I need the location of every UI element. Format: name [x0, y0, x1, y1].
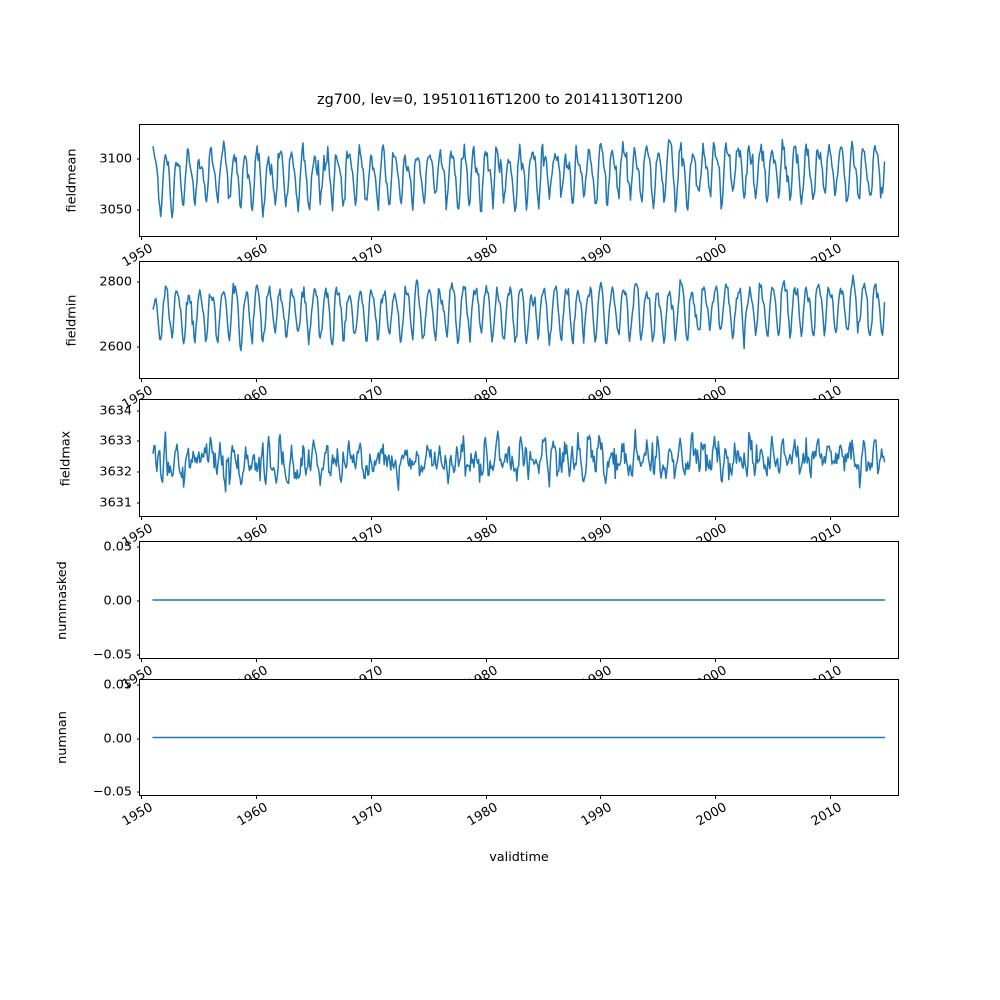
y-tick-label: 3633: [99, 433, 132, 449]
x-tick-label: 2010: [808, 800, 845, 830]
y-tick-label: 0.00: [103, 731, 133, 746]
y-tick-mark: [136, 600, 140, 602]
x-tick-mark: [600, 658, 602, 662]
x-tick-mark: [485, 236, 487, 240]
x-tick-mark: [255, 658, 257, 662]
x-tick-mark: [141, 378, 143, 382]
x-tick-mark: [255, 236, 257, 240]
y-tick-mark: [136, 471, 140, 473]
x-tick-mark: [255, 795, 257, 799]
y-tick-label: 3100: [99, 151, 132, 167]
x-tick-mark: [141, 236, 143, 240]
subplot-fieldmax: 3631 3632 3633 3634 1950 1960 1970 1980 1990 2000…: [99, 399, 899, 550]
y-tick-label: −0.05: [92, 784, 132, 800]
x-tick-mark: [485, 516, 487, 520]
x-tick-label: 1980: [464, 800, 501, 830]
x-tick-mark: [485, 658, 487, 662]
x-tick-mark: [829, 795, 831, 799]
x-tick-mark: [255, 378, 257, 382]
x-tick-mark: [715, 236, 717, 240]
y-tick-label: 3050: [99, 202, 132, 218]
y-tick-label: 0.05: [103, 539, 133, 555]
y-tick-mark: [136, 346, 140, 348]
x-tick-mark: [715, 378, 717, 382]
x-tick-mark: [715, 516, 717, 520]
subplot-numnan: −0.05 0.00 0.05 1950 1960 1970 1980 1990 2000 201…: [93, 678, 899, 829]
y-tick-mark: [136, 791, 140, 793]
x-tick-mark: [485, 378, 487, 382]
x-tick-mark: [715, 795, 717, 799]
x-tick-mark: [715, 658, 717, 662]
x-tick-mark: [370, 795, 372, 799]
y-tick-label: 2800: [99, 274, 132, 290]
y-tick-mark: [136, 684, 140, 686]
y-tick-mark: [136, 209, 140, 211]
plot-area-fieldmax: [152, 428, 886, 493]
y-axis-label-fieldmax: fieldmax: [58, 430, 74, 486]
subplot-fieldmin: 2600 2800 1950 1960 1970 1980 1990 2000 2010: [99, 261, 899, 412]
x-tick-mark: [141, 516, 143, 520]
y-tick-label: 0.05: [103, 677, 133, 693]
y-axis-label-nummasked: nummasked: [54, 560, 70, 640]
data-line-fieldmin: [152, 274, 886, 352]
x-tick-mark: [600, 795, 602, 799]
y-tick-label: 0.00: [103, 593, 133, 609]
x-tick-mark: [141, 658, 143, 662]
x-tick-mark: [600, 378, 602, 382]
x-tick-label: 1970: [349, 800, 386, 830]
subplot-fieldmean: 3050 3100 1950 1960 1970 1980 1990 2000 2010: [99, 124, 899, 270]
x-tick-mark: [485, 795, 487, 799]
plot-area-fieldmean: [152, 138, 886, 219]
x-tick-mark: [370, 658, 372, 662]
x-tick-mark: [370, 516, 372, 520]
x-tick-label: 1990: [579, 800, 615, 830]
data-line-fieldmean: [152, 138, 886, 219]
y-tick-mark: [136, 738, 140, 739]
x-tick-label: 2000: [693, 800, 730, 830]
y-axis-label-fieldmean: fieldmean: [64, 148, 80, 213]
y-tick-label: −0.05: [92, 647, 132, 663]
x-tick-mark: [829, 516, 831, 520]
data-line-fieldmax: [152, 428, 886, 493]
x-tick-label: 1950: [119, 800, 156, 830]
y-tick-mark: [136, 410, 140, 412]
y-tick-mark: [136, 158, 140, 160]
subplot-nummasked: −0.05 0.00 0.05 1950 1960 1970 1980 1990 2000 201…: [93, 540, 899, 692]
y-tick-mark: [136, 440, 140, 442]
x-tick-mark: [600, 236, 602, 240]
x-tick-mark: [141, 795, 143, 799]
x-tick-mark: [829, 658, 831, 662]
x-tick-label: 1960: [234, 800, 271, 830]
y-tick-label: 3632: [99, 464, 132, 480]
y-tick-mark: [136, 281, 140, 283]
plot-area-nummasked: [152, 599, 886, 601]
y-axis-label-fieldmin: fieldmin: [64, 294, 80, 346]
y-axis-label-numnan: numnan: [54, 711, 70, 764]
y-tick-mark: [136, 502, 140, 504]
plot-area-numnan: [152, 736, 886, 739]
x-tick-mark: [829, 236, 831, 240]
x-tick-mark: [600, 516, 602, 520]
plot-area-fieldmin: [152, 274, 886, 352]
y-tick-mark: [136, 546, 140, 548]
y-tick-label: 3634: [99, 403, 132, 419]
y-tick-label: 2600: [99, 339, 132, 355]
x-tick-mark: [370, 378, 372, 382]
x-tick-mark: [829, 378, 831, 382]
y-tick-label: 3631: [99, 495, 132, 511]
figure-title: zg700, lev=0, 19510116T1200 to 20141130T…: [317, 92, 683, 108]
x-tick-mark: [370, 236, 372, 240]
x-tick-mark: [255, 516, 257, 520]
y-tick-mark: [136, 654, 140, 656]
x-axis-label: validtime: [489, 850, 549, 865]
